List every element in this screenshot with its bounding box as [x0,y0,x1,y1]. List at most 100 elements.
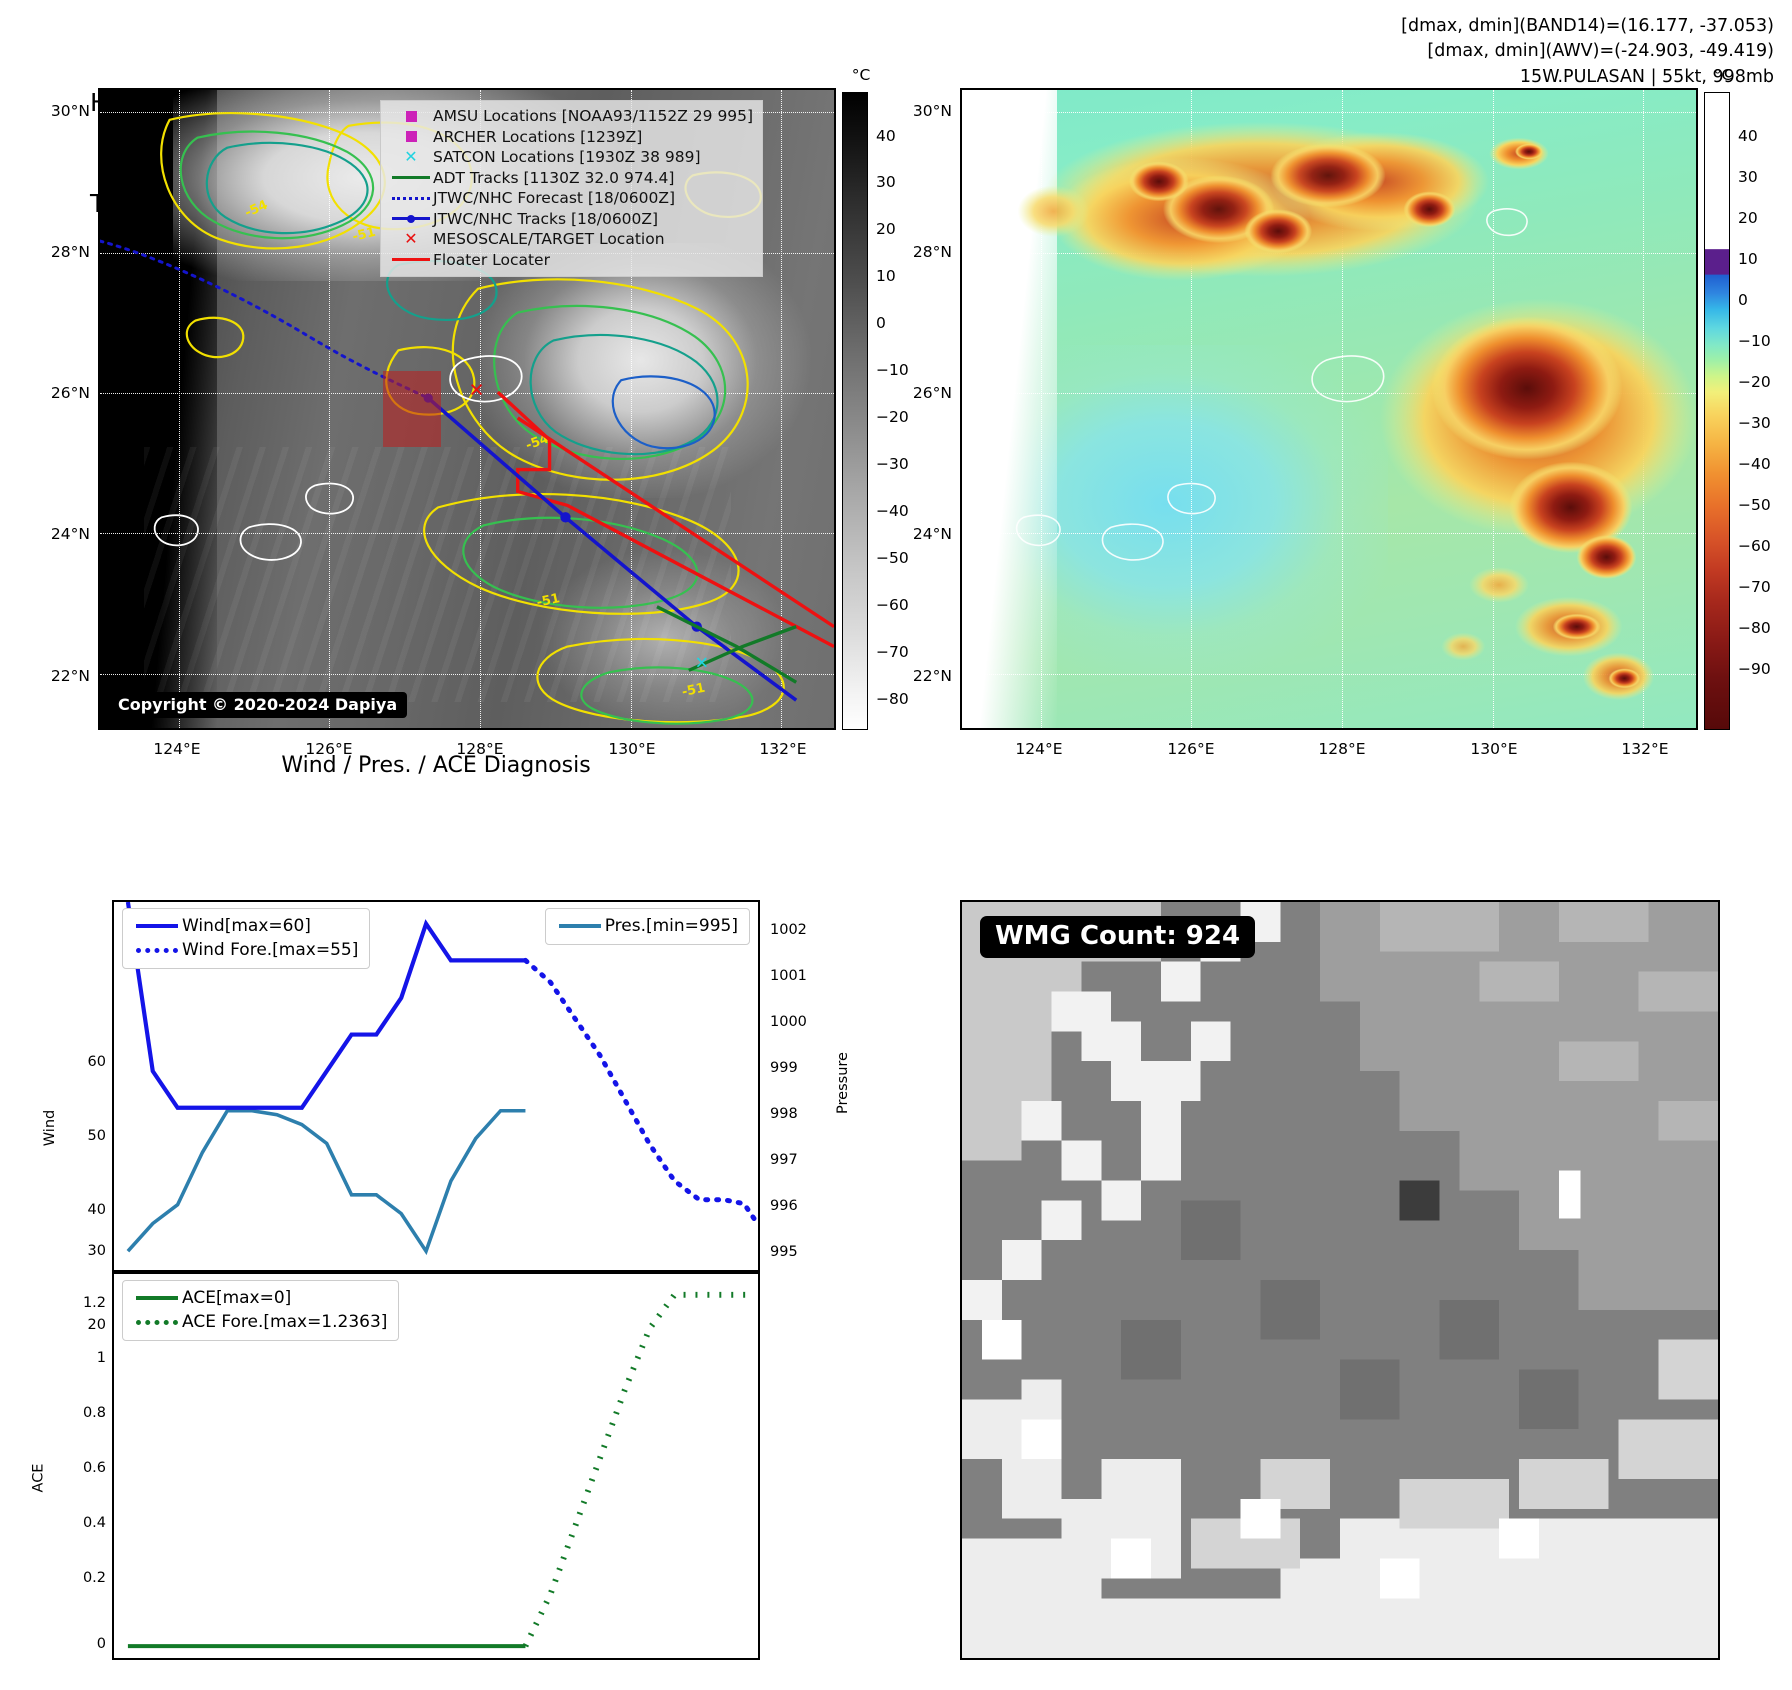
pres-ytick-996: 996 [770,1198,798,1214]
legend-item-mesoscale-target-location[interactable]: ✕ MESOSCALE/TARGET Location [389,229,753,250]
mesoscale-target-marker[interactable]: ✕ [468,379,485,402]
wind-line-icon [132,924,182,928]
pres-ytick-1000: 1000 [770,1014,807,1030]
stat-band14: [dmax, dmin](BAND14)=(16.177, -37.053) [1401,16,1774,36]
copyright-badge: Copyright © 2020-2024 Dapiya [110,692,408,718]
ir-colorbar[interactable] [842,92,868,730]
legend-item-jtwc-nhc-tracks[interactable]: JTWC/NHC Tracks [18/0600Z] [389,209,753,230]
ace-line-icon [132,1296,182,1300]
p2-lon-tick-3: 130°E [1470,740,1518,758]
wmg-dark-pixel [1399,1180,1440,1221]
wind-ytick-20: 20 [87,1317,106,1333]
p2-lat-tick-0: 30°N [912,102,952,120]
ir-satellite-panel[interactable]: -54 -51 -54 -51 -51 [98,88,836,730]
ace-legend[interactable]: ACE[max=0] ACE Fore.[max=1.2363] [122,1280,400,1341]
p1-lon-tick-2: 128°E [456,740,504,758]
svg-text:✕: ✕ [695,652,709,672]
wind-forecast-legend-label: Wind Fore.[max=55] [182,939,359,960]
ir-legend[interactable]: AMSU Locations [NOAA93/1152Z 29 995] ARC… [380,100,764,277]
diagnosis-chart-title: Wind / Pres. / ACE Diagnosis [281,753,591,778]
ace-plot [127,1291,755,1649]
legend-item-adt-tracks[interactable]: ADT Tracks [1130Z 32.0 974.4] [389,168,753,189]
ace-forecast-dotted-icon [132,1319,182,1325]
pressure-line-icon [555,924,605,928]
wind-legend-label: Wind[max=60] [182,915,311,936]
p1-lon-tick-3: 130°E [608,740,656,758]
awv-convection [1015,121,1696,701]
mesoscale-target-box[interactable] [382,370,442,448]
svg-text:-51: -51 [681,681,707,701]
legend-label-5: JTWC/NHC Tracks [18/0600Z] [433,209,659,228]
ace-chart[interactable]: ACE[max=0] ACE Fore.[max=1.2363] [112,1272,760,1660]
awv-colorbar[interactable] [1704,92,1730,730]
ace-ytick-0p6: 0.6 [82,1460,106,1476]
p2-lat-tick-4: 22°N [912,667,952,685]
legend-item-pressure[interactable]: Pres.[min=995] [555,914,738,938]
legend-item-archer-locations[interactable]: ARCHER Locations [1239Z] [389,127,753,148]
ir-cb-tick-0: 40 [876,127,896,145]
p2-lon-tick-4: 132°E [1621,740,1669,758]
awv-satellite-panel[interactable] [960,88,1698,730]
ir-cb-tick-1: 30 [876,173,896,191]
legend-label-1: ARCHER Locations [1239Z] [433,127,643,146]
storm-id: 15W.PULASAN | 55kt, 998mb [1519,66,1774,87]
awv-cb-tick-6: −20 [1738,373,1771,391]
p2-lat-tick-1: 28°N [912,243,952,261]
awv-cb-tick-9: −50 [1738,496,1771,514]
legend-item-jtwc-nhc-forecast[interactable]: JTWC/NHC Forecast [18/0600Z] [389,188,753,209]
ace-ytick-1p0: 1 [96,1350,106,1366]
svg-text:-54: -54 [524,431,551,453]
wmg-count-badge: WMG Count: 924 [980,916,1256,958]
p1-lat-tick-1: 28°N [50,243,90,261]
awv-cb-tick-2: 20 [1738,209,1758,227]
ace-axis-label: ACE [30,1463,47,1493]
legend-item-satcon-locations[interactable]: ✕ SATCON Locations [1930Z 38 989] [389,147,753,168]
ace-ytick-0p0: 0 [96,1636,106,1652]
p2-lon-tick-0: 124°E [1015,740,1063,758]
legend-label-2: SATCON Locations [1930Z 38 989] [433,148,701,167]
legend-item-amsu-locations[interactable]: AMSU Locations [NOAA93/1152Z 29 995] [389,106,753,127]
ir-contours: -54 -51 -54 -51 -51 [100,112,834,725]
awv-cb-tick-12: −80 [1738,619,1771,637]
ir-cb-tick-9: −50 [876,549,909,567]
legend-item-wind-forecast[interactable]: Wind Fore.[max=55] [132,938,358,962]
amsu-square-icon [389,110,433,122]
mesoscale-cross-icon: ✕ [404,229,418,249]
p1-lat-tick-2: 26°N [50,384,90,402]
wind-legend[interactable]: Wind[max=60] Wind Fore.[max=55] [122,908,371,969]
p2-lon-tick-1: 126°E [1167,740,1215,758]
pres-ytick-1002: 1002 [770,922,807,938]
pres-ytick-999: 999 [770,1060,798,1076]
wind-ytick-60: 60 [87,1054,106,1070]
pressure-legend[interactable]: Pres.[min=995] [544,908,750,945]
svg-text:-51: -51 [351,225,377,245]
ir-colorbar-unit: °C [851,66,871,84]
legend-label-4: JTWC/NHC Forecast [18/0600Z] [433,189,676,208]
p2-lat-tick-2: 26°N [912,384,952,402]
wmg-panel[interactable]: WMG Count: 924 [960,900,1720,1660]
ace-legend-label: ACE[max=0] [182,1287,292,1308]
pres-ytick-1001: 1001 [770,968,807,984]
tracks-line-point-icon [389,217,433,221]
legend-item-floater-locater[interactable]: Floater Locater [389,250,753,271]
legend-item-ace[interactable]: ACE[max=0] [132,1286,387,1310]
ir-cb-tick-12: −80 [876,690,909,708]
awv-cb-tick-1: 30 [1738,168,1758,186]
wind-pressure-chart[interactable]: Wind[max=60] Wind Fore.[max=55] Pres.[mi… [112,900,760,1272]
legend-label-0: AMSU Locations [NOAA93/1152Z 29 995] [433,107,754,126]
wind-ytick-40: 40 [87,1202,106,1218]
ir-cb-tick-3: 10 [876,267,896,285]
legend-item-wind[interactable]: Wind[max=60] [132,914,358,938]
pres-ytick-997: 997 [770,1152,798,1168]
ir-cb-tick-4: 0 [876,314,886,332]
legend-item-ace-forecast[interactable]: ACE Fore.[max=1.2363] [132,1310,387,1334]
ir-cb-tick-5: −10 [876,361,909,379]
ir-cb-tick-2: 20 [876,220,896,238]
p1-lat-tick-3: 24°N [50,525,90,543]
p1-lon-tick-1: 126°E [305,740,353,758]
p2-lon-tick-2: 128°E [1318,740,1366,758]
wind-pressure-plot [125,902,757,1256]
adt-line-icon [389,176,433,180]
ace-forecast-legend-label: ACE Fore.[max=1.2363] [182,1311,388,1332]
pressure-axis-label: Pressure [834,1052,851,1114]
